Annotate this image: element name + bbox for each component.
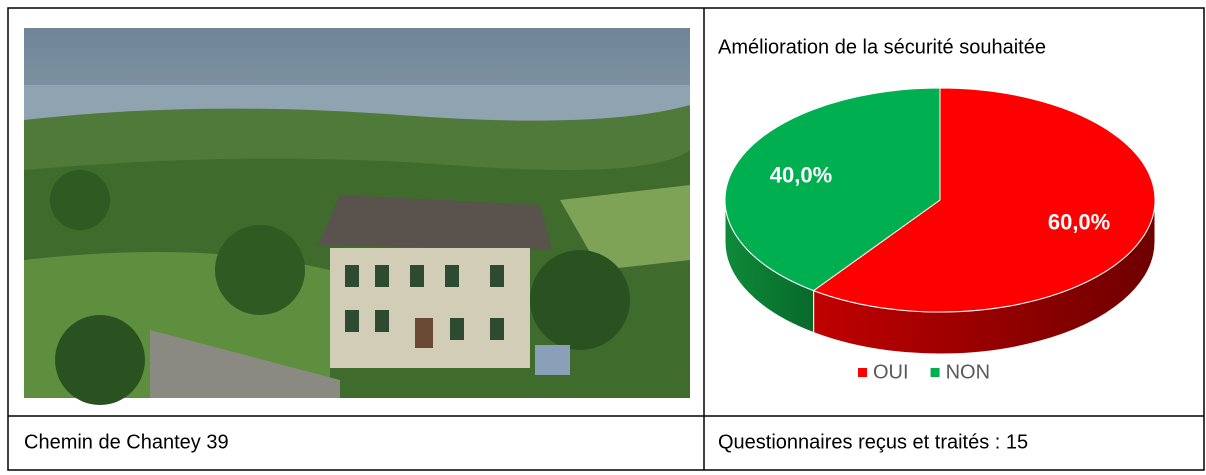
photo-caption: Chemin de Chantey 39	[24, 431, 229, 453]
summary: Questionnaires reçus et traités : 15	[718, 431, 1028, 453]
photo	[24, 28, 690, 405]
value-label: 60,0%	[1048, 209, 1110, 234]
wedge	[812, 87, 1156, 313]
legend-swatch	[858, 368, 867, 377]
wedge	[724, 87, 941, 292]
legend-label: NON	[946, 361, 990, 383]
value-label: 40,0%	[770, 162, 832, 187]
legend-swatch	[930, 368, 940, 377]
chart-title: Amélioration de la sécurité souhaitée	[718, 36, 1046, 58]
legend-label: OUI	[873, 361, 909, 383]
pie-chart: 60,0% 40,0% OUI NON	[724, 87, 1156, 383]
table-border	[7, 7, 1205, 471]
